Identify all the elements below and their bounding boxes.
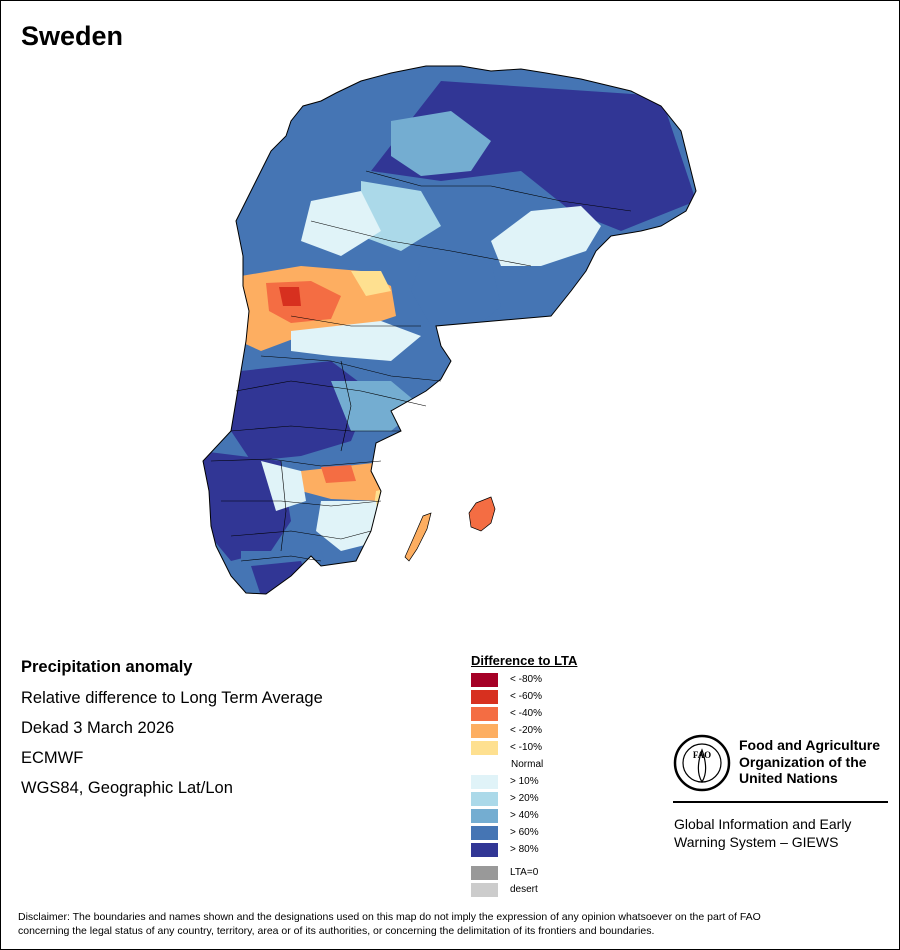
giews-line: Warning System – GIEWS (674, 834, 839, 850)
legend-label: < -40% (510, 708, 542, 719)
fao-name-line: Food and Agriculture (739, 737, 881, 753)
legend-items: < -80% < -60% < -40% < -20% < -10% Normal > 10… (471, 672, 651, 859)
legend-row: < -60% (471, 689, 651, 706)
legend-row: < -80% (471, 672, 651, 689)
disclaimer: Disclaimer: The boundaries and names sho… (18, 910, 888, 938)
legend-label: Normal (511, 759, 544, 770)
legend-row: LTA=0 (471, 865, 651, 882)
legend-swatch (471, 690, 498, 704)
region-north-pale (361, 181, 441, 251)
giews-line: Global Information and Early (674, 816, 852, 832)
legend-swatch (471, 866, 498, 880)
region-jamtland-yellow (351, 271, 391, 296)
legend-label: desert (510, 884, 538, 895)
legend-label: < -60% (510, 691, 542, 702)
legend-swatch (471, 843, 498, 857)
disclaimer-line: Disclaimer: The boundaries and names sho… (18, 911, 761, 923)
legend-swatch (471, 775, 498, 789)
fao-name: Food and Agriculture Organization of the… (739, 737, 880, 787)
map-source: ECMWF (21, 749, 84, 767)
svg-text:FAO: FAO (693, 750, 711, 760)
legend-swatch (471, 707, 498, 721)
map-description: Relative difference to Long Term Average (21, 689, 323, 707)
legend-row: < -10% (471, 740, 651, 757)
map-subtitle: Precipitation anomaly (21, 658, 193, 676)
legend-swatch (471, 826, 498, 840)
legend-row: > 60% (471, 825, 651, 842)
region-ostergotland-core (321, 465, 356, 483)
legend-row: desert (471, 882, 651, 899)
region-norrbotten-inland (491, 206, 601, 266)
legend-swatch (471, 724, 498, 738)
region-central-pale (291, 321, 421, 361)
legend-swatch (471, 792, 498, 806)
legend-row: > 10% (471, 774, 651, 791)
legend-label: > 10% (510, 776, 539, 787)
fao-name-line: Organization of the (739, 753, 867, 770)
legend-title: Difference to LTA (471, 653, 578, 668)
region-stockholm (421, 391, 511, 461)
legend-row: Normal (471, 757, 651, 774)
region-north-mid (391, 111, 491, 176)
legend-label: < -80% (510, 674, 542, 685)
region-jamtland-red (279, 287, 301, 306)
legend-swatch (471, 883, 498, 897)
legend-label: > 20% (510, 793, 539, 804)
legend-swatch (471, 741, 498, 755)
sweden-outline (202, 65, 697, 595)
fao-name-line: United Nations (739, 770, 838, 786)
map-projection: WGS84, Geographic Lat/Lon (21, 779, 233, 797)
legend-row: > 80% (471, 842, 651, 859)
legend-label: > 40% (510, 810, 539, 821)
legend-label: < -20% (510, 725, 542, 736)
legend-label: > 80% (510, 844, 539, 855)
region-stockholm-red (473, 406, 496, 433)
giews-name: Global Information and Early Warning Sys… (674, 815, 851, 851)
legend-swatch (471, 673, 498, 687)
legend-swatch (471, 809, 498, 823)
region-mountain-pale (301, 191, 381, 256)
legend-label: > 60% (510, 827, 539, 838)
legend-label: < -10% (510, 742, 542, 753)
divider (673, 801, 888, 803)
region-north-coast (411, 261, 501, 341)
legend-label: LTA=0 (510, 867, 539, 878)
disclaimer-line: concerning the legal status of any count… (18, 925, 655, 937)
legend-row: > 20% (471, 791, 651, 808)
page-title: Sweden (21, 21, 124, 51)
admin-boundaries (210, 170, 632, 562)
region-oland (404, 512, 432, 562)
precipitation-map (202, 65, 697, 595)
legend-row: < -40% (471, 706, 651, 723)
region-smaland-pale (316, 501, 381, 551)
legend: Difference to LTA < -80% < -60% < -40% < -2… (471, 653, 651, 899)
legend-extra-items: LTA=0 desert (471, 865, 651, 899)
region-gotland (468, 496, 496, 532)
legend-row: > 40% (471, 808, 651, 825)
region-skane-dark (251, 561, 311, 594)
region-stockholm-light (436, 391, 471, 416)
map-period: Dekad 3 March 2026 (21, 719, 175, 737)
legend-row: < -20% (471, 723, 651, 740)
fao-logo: FAO (673, 734, 731, 792)
